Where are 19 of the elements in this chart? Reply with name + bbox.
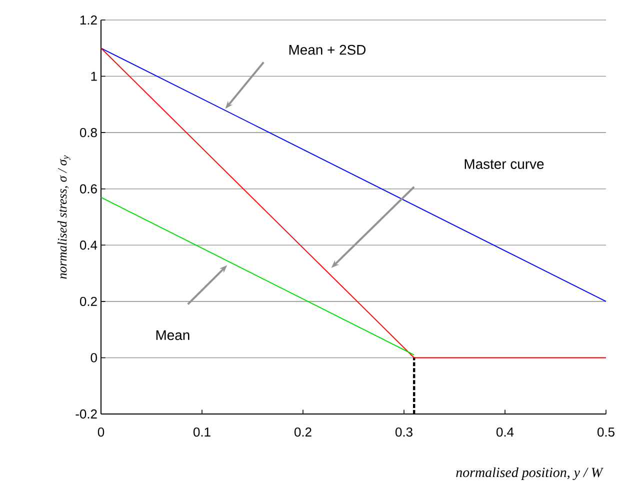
x-tick-label: 0.3 [396,427,412,437]
annotation: Mean + 2SD [289,44,366,55]
annotation: Mean [156,330,190,340]
y-tick-label: 1.2 [80,15,97,25]
y-tick-label: 0.6 [80,184,97,194]
y-tick-label: 0.4 [80,240,98,250]
y-tick-label: 0.8 [80,128,97,138]
y-tick-label: 0.2 [80,296,97,306]
x-tick-label: 0.1 [194,427,210,437]
x-tick-label: 0.5 [598,427,614,437]
y-tick-label: 0 [90,353,97,362]
x-tick-label: 0.2 [294,427,312,437]
annotation: Master curve [464,159,544,169]
y-tick-label: 1 [91,72,97,81]
x-tick-label: 0.4 [496,427,514,437]
y-axis-title: normalised stress, σ / σ$_{y}$ [58,155,70,279]
x-tick-label: 0 [98,427,104,437]
x-axis-title: normalised position, y / W [456,467,604,480]
y-tick-label: -0.2 [76,409,97,419]
